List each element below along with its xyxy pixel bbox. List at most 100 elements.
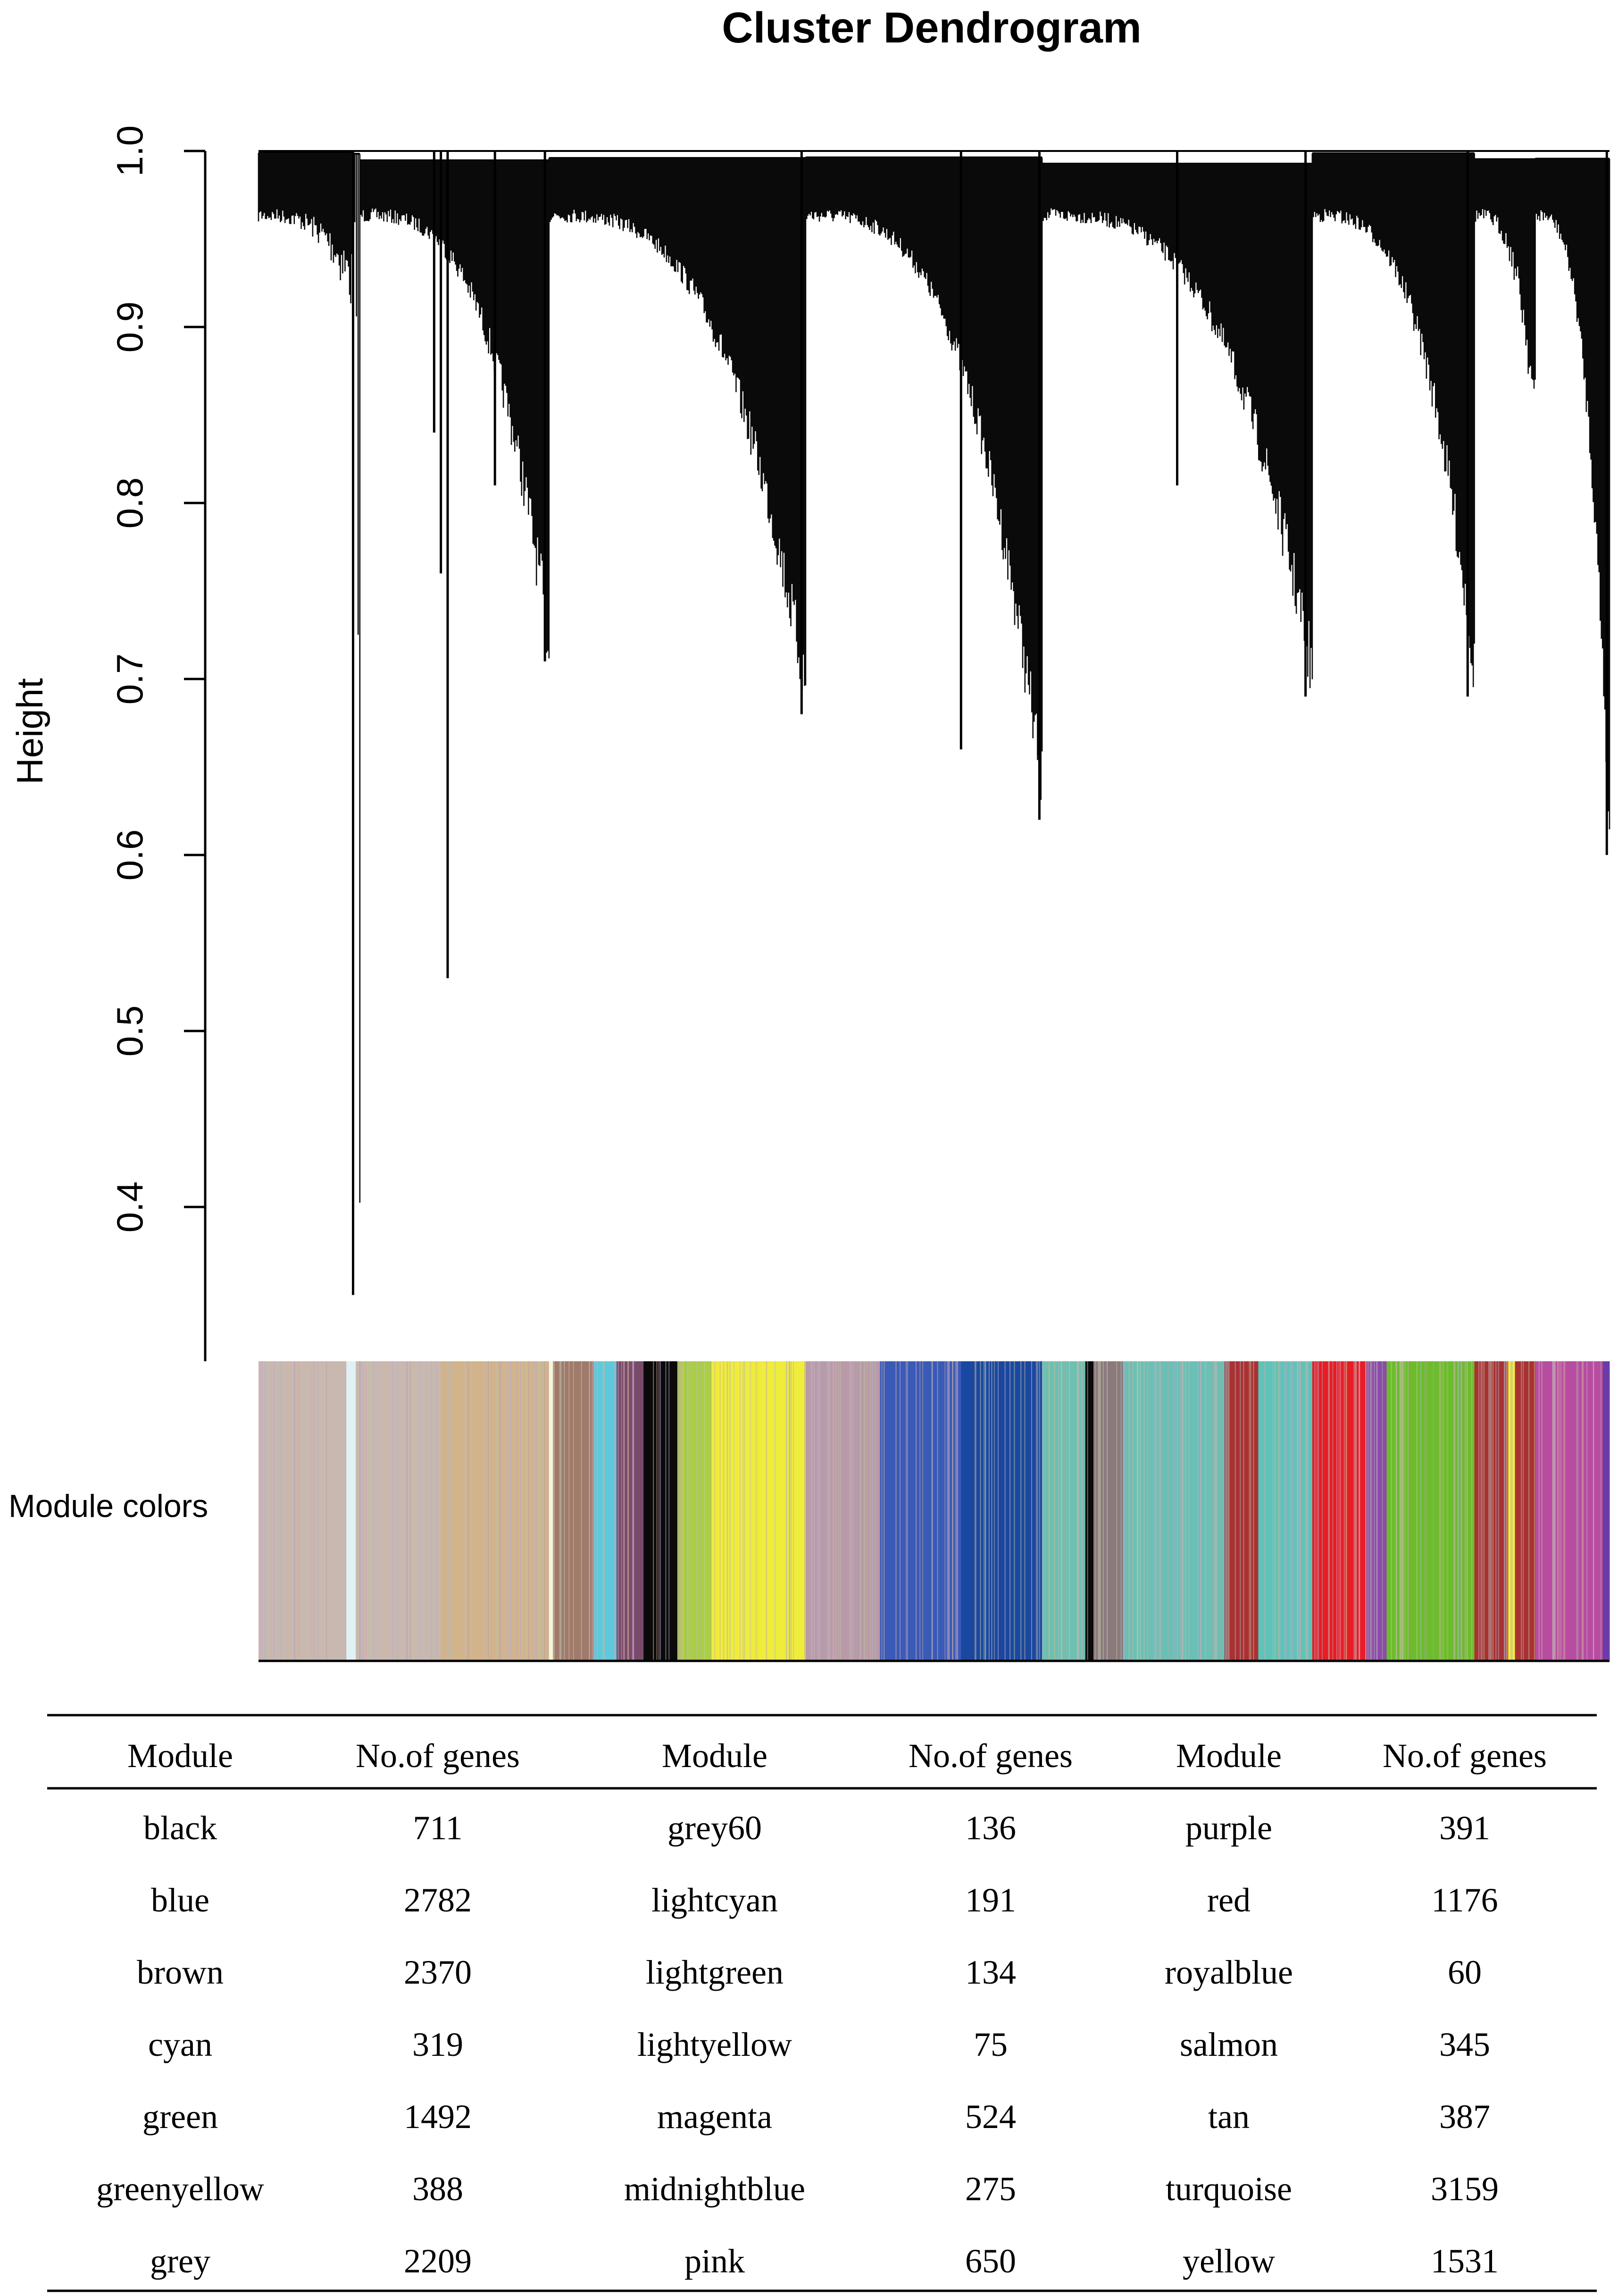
- table-header-cell: No.of genes: [1383, 1737, 1547, 1775]
- dendrogram-branch: [1474, 158, 1536, 389]
- dendrogram-branch: [1535, 158, 1610, 830]
- table-cell: 1492: [404, 2098, 472, 2136]
- table-cell: lightgreen: [646, 1953, 784, 1991]
- table-cell: 388: [412, 2170, 463, 2208]
- table-cell: 2782: [404, 1881, 472, 1919]
- table-cell: magenta: [657, 2098, 772, 2136]
- table-header-cell: No.of genes: [909, 1737, 1073, 1775]
- table-cell: brown: [137, 1953, 224, 1991]
- table-header-cell: Module: [127, 1737, 233, 1775]
- table-header-cell: Module: [662, 1737, 767, 1775]
- table-cell: 136: [965, 1809, 1016, 1847]
- branch-leaves: [359, 160, 550, 659]
- branch-leaves: [1311, 153, 1475, 687]
- module-color-segment: [1093, 1361, 1124, 1661]
- table-row: blue 2782 lightcyan 191 red 1176: [151, 1881, 1498, 1919]
- module-color-segment: [1515, 1361, 1535, 1661]
- table-row: brown 2370 lightgreen 134 royalblue 60: [137, 1953, 1482, 1991]
- module-color-segment: [356, 1361, 442, 1661]
- table-cell: turquoise: [1166, 2170, 1292, 2208]
- module-color-segment: [1386, 1361, 1475, 1661]
- branch-leaves: [548, 158, 807, 690]
- module-color-segment: [1085, 1361, 1094, 1661]
- table-cell: 319: [412, 2026, 463, 2063]
- y-axis: 0.4 0.5 0.6 0.7 0.8 0.9 1.0: [109, 126, 207, 1361]
- module-color-segment: [616, 1361, 644, 1661]
- module-color-segment: [1224, 1361, 1259, 1661]
- dendrogram-branch: [548, 157, 807, 690]
- table-cell: green: [142, 2098, 218, 2136]
- table-cell: 3159: [1431, 2170, 1499, 2208]
- table-cell: lightcyan: [651, 1881, 778, 1919]
- chart-title: Cluster Dendrogram: [722, 4, 1142, 52]
- table-cell: 650: [965, 2242, 1016, 2280]
- table-header-cell: Module: [1176, 1737, 1282, 1775]
- table-cell: 134: [965, 1953, 1016, 1991]
- dendrogram-branch: [1311, 152, 1475, 687]
- table-cell: 60: [1448, 1953, 1482, 1991]
- table-header-cell: No.of genes: [356, 1737, 520, 1775]
- table-row: cyan 319 lightyellow 75 salmon 345: [148, 2026, 1490, 2063]
- table-cell: grey: [150, 2242, 210, 2280]
- table-cell: 1176: [1431, 1881, 1498, 1919]
- dendrogram-branch: [258, 152, 354, 306]
- y-tick-label: 0.9: [109, 302, 150, 352]
- branch-leaves: [1535, 159, 1610, 830]
- module-color-segment: [259, 1361, 353, 1661]
- dendrogram-branch: [805, 156, 1043, 800]
- table-cell: 75: [974, 2026, 1008, 2063]
- table-header-row: Module No.of genes Module No.of genes Module…: [127, 1737, 1547, 1775]
- y-tick-label: 0.7: [109, 654, 150, 704]
- module-color-segment: [1535, 1361, 1603, 1661]
- module-color-segment: [549, 1361, 553, 1661]
- table-row: black 711 grey60 136 purple 391: [143, 1809, 1490, 1847]
- module-color-segment: [961, 1361, 1043, 1661]
- module-gene-count-table: Module No.of genes Module No.of genes Module…: [47, 1714, 1597, 2292]
- table-cell: 524: [965, 2098, 1016, 2136]
- table-cell: midnightblue: [624, 2170, 805, 2208]
- table-row: grey 2209 pink 650 yellow 1531: [150, 2242, 1499, 2280]
- module-color-segment: [346, 1361, 356, 1661]
- branch-leaves: [805, 157, 1043, 800]
- table-cell: 1531: [1431, 2242, 1499, 2280]
- table-cell: 191: [965, 1881, 1016, 1919]
- dendrogram-tree: [258, 150, 1610, 1295]
- branch-leaves: [1474, 159, 1536, 389]
- table-cell: 345: [1439, 2026, 1490, 2063]
- module-color-segment: [1258, 1361, 1313, 1661]
- module-color-segment: [1602, 1361, 1610, 1661]
- table-row: green 1492 magenta 524 tan 387: [142, 2098, 1490, 2136]
- y-axis-label: Height: [9, 678, 50, 785]
- y-tick-label: 0.6: [109, 830, 150, 880]
- table-cell: 391: [1439, 1809, 1490, 1847]
- y-tick-label: 0.5: [109, 1006, 150, 1056]
- table-cell: 275: [965, 2170, 1016, 2208]
- y-tick-label: 1.0: [109, 126, 150, 176]
- module-colors-label: Module colors: [8, 1488, 208, 1524]
- table-cell: greenyellow: [96, 2170, 264, 2208]
- table-cell: tan: [1208, 2098, 1250, 2136]
- table-row: greenyellow 388 midnightblue 275 turquoise 31…: [96, 2170, 1499, 2208]
- y-tick-label: 0.4: [109, 1182, 150, 1232]
- table-cell: royalblue: [1165, 1953, 1293, 1991]
- module-color-bar: [259, 1361, 1610, 1662]
- table-cell: black: [143, 1809, 217, 1847]
- table-cell: pink: [684, 2242, 745, 2280]
- table-cell: yellow: [1183, 2242, 1275, 2280]
- branch-leaves: [1041, 163, 1313, 688]
- table-cell: 2370: [404, 1953, 472, 1991]
- table-cell: salmon: [1180, 2026, 1278, 2063]
- module-color-segment: [441, 1361, 550, 1661]
- table-cell: lightyellow: [637, 2026, 792, 2063]
- module-color-segment: [805, 1361, 880, 1661]
- table-cell: 2209: [404, 2242, 472, 2280]
- dendrogram-branch: [359, 159, 550, 659]
- table-cell: 711: [413, 1809, 462, 1847]
- y-tick-label: 0.8: [109, 478, 150, 528]
- table-cell: grey60: [667, 1809, 762, 1847]
- table-cell: cyan: [148, 2026, 212, 2063]
- module-color-texture: [259, 1361, 1601, 1661]
- table-cell: red: [1207, 1881, 1251, 1919]
- table-cell: blue: [151, 1881, 209, 1919]
